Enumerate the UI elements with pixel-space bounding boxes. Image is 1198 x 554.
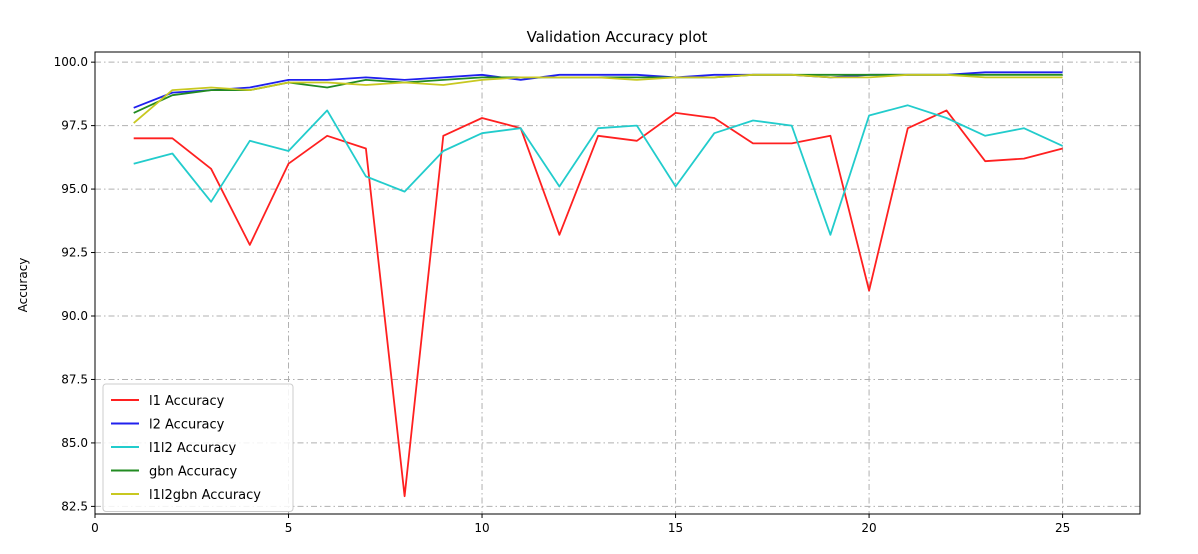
series-line-1: [133, 109, 1063, 498]
y-tick-label: 87.5: [61, 372, 88, 386]
legend-entry-label: l2 Accuracy: [149, 418, 225, 433]
legend: l1 Accuracy l2 Accuracy l1l2 Accuracy gbn A…: [102, 383, 294, 512]
y-tick-label: 85.0: [61, 436, 88, 450]
y-tick-label: 97.5: [61, 119, 88, 133]
y-tick-label: 92.5: [61, 246, 88, 260]
x-tick-label: 20: [861, 521, 876, 535]
y-axis: 82.5 85.0 87.5 90.0 92.5 95.0 97.5 100.0: [54, 55, 95, 513]
legend-entry-label: l1l2gbn Accuracy: [149, 488, 261, 503]
x-axis: 0 5 10 15 20 25: [91, 514, 1070, 535]
legend-entry-label: l1l2 Accuracy: [149, 441, 237, 456]
x-tick-label: 0: [91, 521, 99, 535]
x-tick-label: 10: [474, 521, 489, 535]
y-tick-label: 100.0: [54, 55, 88, 69]
series-line-5: [133, 73, 1063, 124]
plot-frame: [94, 51, 1141, 515]
y-axis-label: Accuracy: [16, 258, 30, 313]
series-lines: [133, 71, 1063, 498]
y-tick-label: 90.0: [61, 309, 88, 323]
x-tick-label: 5: [285, 521, 293, 535]
series-line-3: [133, 104, 1063, 236]
legend-box: [102, 383, 294, 512]
y-tick-label: 82.5: [61, 499, 88, 513]
x-tick-label: 25: [1055, 521, 1070, 535]
grid-lines: [94, 52, 1140, 514]
legend-entry-label: gbn Accuracy: [149, 465, 238, 480]
x-tick-label: 15: [668, 521, 683, 535]
y-tick-label: 95.0: [61, 182, 88, 196]
legend-entry-label: l1 Accuracy: [149, 394, 225, 409]
chart-title: Validation Accuracy plot: [527, 28, 708, 46]
